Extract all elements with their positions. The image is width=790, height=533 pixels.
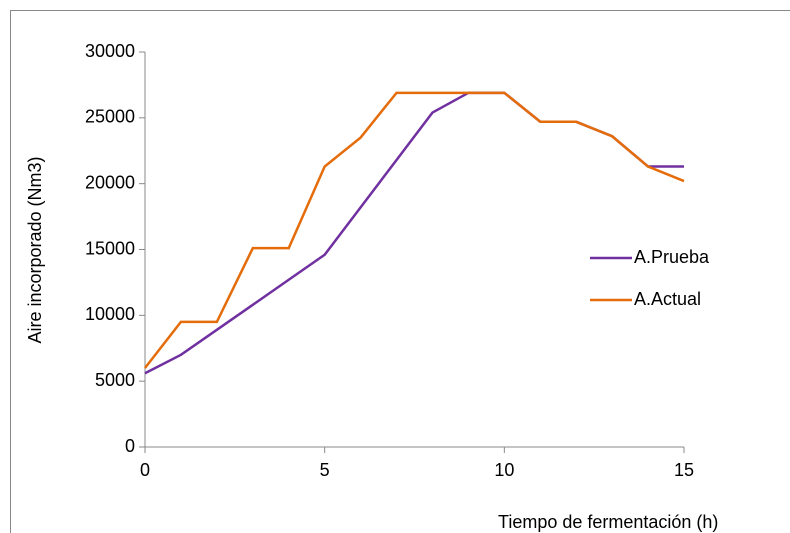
x-tick-label: 15 bbox=[674, 460, 694, 480]
x-axis-title: Tiempo de fermentación (h) bbox=[498, 512, 718, 532]
y-tick-label: 10000 bbox=[85, 304, 135, 324]
x-tick-label: 0 bbox=[140, 460, 150, 480]
y-tick-label: 0 bbox=[125, 436, 135, 456]
x-tick-label: 5 bbox=[320, 460, 330, 480]
legend-label: A.Actual bbox=[634, 289, 701, 309]
y-axis-title: Aire incorporado (Nm3) bbox=[25, 156, 45, 343]
chart-border bbox=[10, 10, 790, 533]
legend-label: A.Prueba bbox=[634, 247, 710, 267]
y-tick-label: 5000 bbox=[95, 370, 135, 390]
y-tick-label: 20000 bbox=[85, 172, 135, 192]
y-tick-label: 25000 bbox=[85, 107, 135, 127]
y-tick-label: 15000 bbox=[85, 238, 135, 258]
y-tick-label: 30000 bbox=[85, 41, 135, 61]
series-line bbox=[144, 91, 685, 369]
x-tick-label: 10 bbox=[494, 460, 514, 480]
